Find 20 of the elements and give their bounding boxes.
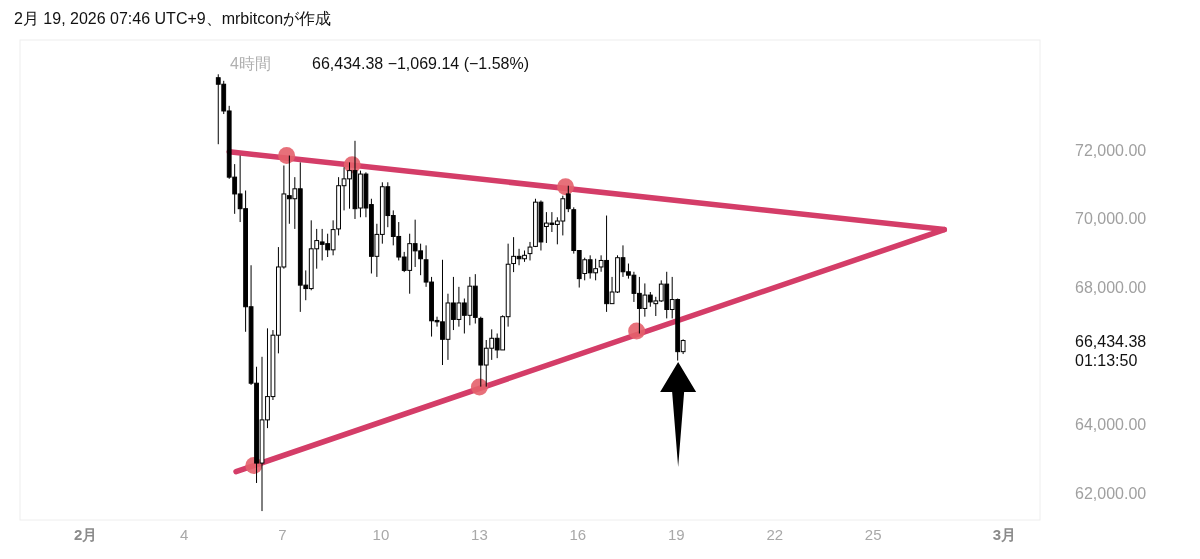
text: 01:13:50 bbox=[1075, 351, 1138, 369]
annotation: 66,434.38 −1,069.14 (−1.58%) bbox=[312, 55, 530, 72]
x-tick-label: 4 bbox=[179, 526, 189, 543]
y-tick-label: 62,000.00 bbox=[1075, 484, 1147, 502]
x-tick-label: 2月 bbox=[73, 526, 98, 543]
text: 4時間 bbox=[230, 55, 271, 72]
text: 66,434.38 bbox=[1075, 332, 1147, 350]
y-tick-label: 72,000.00 bbox=[1075, 141, 1147, 159]
x-tick-label: 19 bbox=[667, 526, 685, 543]
x-tick-label: 22 bbox=[766, 526, 784, 543]
x-tick-label: 25 bbox=[864, 526, 882, 543]
text: 2月 19, 2026 07:46 UTC+9、mrbitconが作成 bbox=[14, 10, 332, 27]
y-tick-label: 64,000.00 bbox=[1075, 416, 1147, 433]
x-tick-label: 7 bbox=[278, 526, 287, 543]
y-tick-label: 70,000.00 bbox=[1075, 210, 1147, 228]
y-tick-label: 68,000.00 bbox=[1075, 278, 1147, 296]
x-tick-label: 3月 bbox=[992, 526, 1017, 543]
x-tick-label: 10 bbox=[372, 526, 390, 543]
x-tick-label: 16 bbox=[569, 526, 587, 543]
x-tick-label: 13 bbox=[471, 526, 488, 543]
